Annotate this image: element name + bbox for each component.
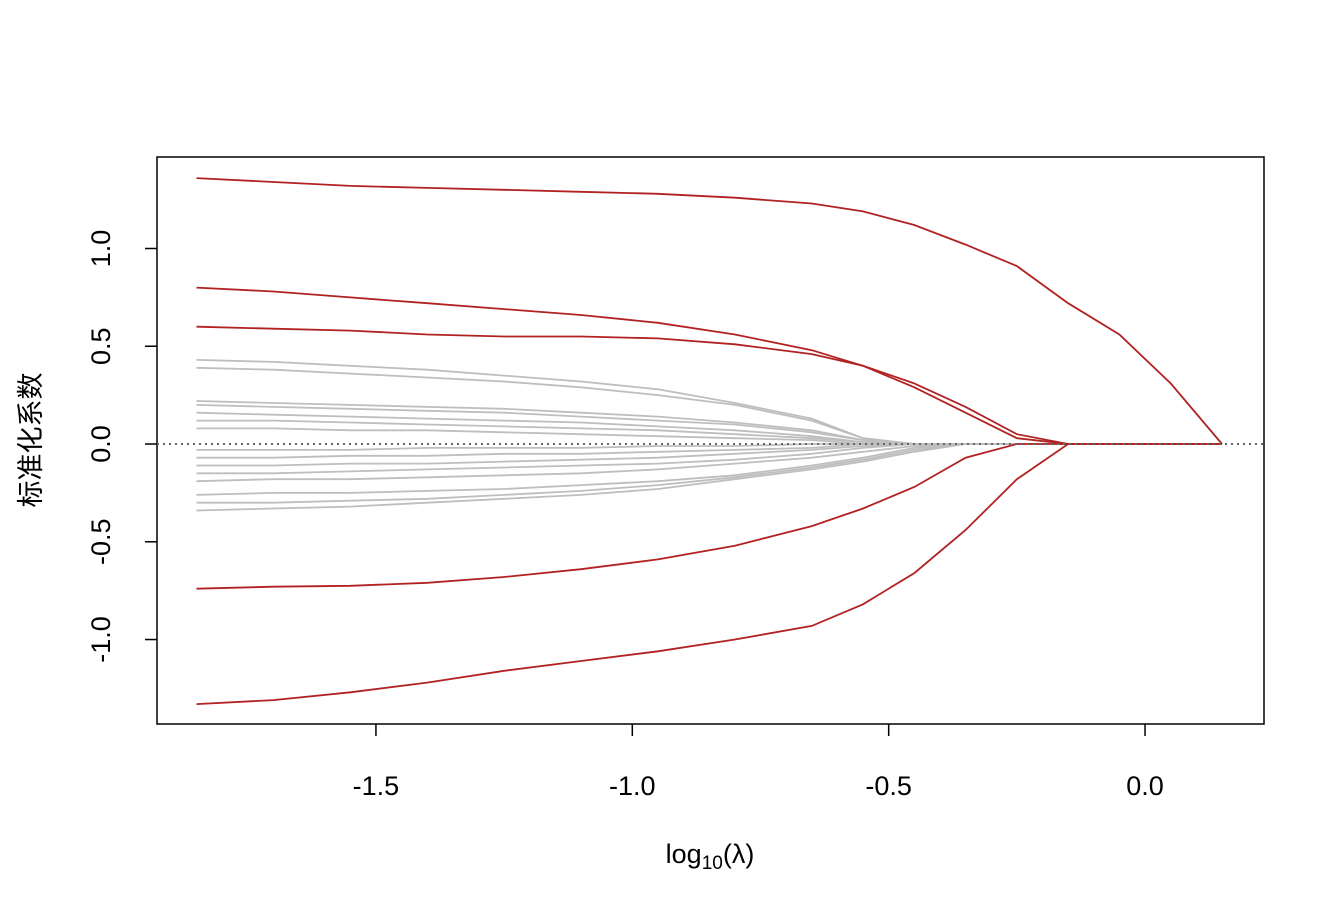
y-tick-label: 0.5	[86, 327, 116, 365]
coef-path	[196, 411, 1222, 445]
coef-path	[196, 419, 1222, 445]
y-axis-label: 标准化系数	[16, 373, 46, 508]
coef-path	[196, 443, 1222, 504]
coef-path	[196, 443, 1222, 467]
coef-path	[196, 443, 1222, 496]
x-axis-label: log10(λ)	[666, 839, 755, 874]
y-tick-label: -0.5	[86, 519, 116, 566]
x-label-rest: (λ)	[723, 839, 754, 869]
x-tick-label: -0.5	[865, 771, 912, 801]
x-tick-label: 0.0	[1126, 771, 1164, 801]
x-tick-label: -1.5	[353, 771, 400, 801]
coef-path	[196, 427, 1222, 445]
coef-path	[196, 443, 1222, 475]
x-label-sub: 10	[702, 853, 723, 874]
plot-frame	[156, 156, 1265, 725]
coef-path	[196, 177, 1223, 445]
y-tick-label: 1.0	[86, 230, 116, 268]
y-tick-label: -1.0	[86, 616, 116, 663]
coef-path	[196, 325, 1222, 445]
coef-path	[196, 443, 1222, 705]
x-label-base: log	[666, 839, 702, 869]
x-tick-label: -1.0	[609, 771, 656, 801]
y-tick-label: 0.0	[86, 425, 116, 463]
